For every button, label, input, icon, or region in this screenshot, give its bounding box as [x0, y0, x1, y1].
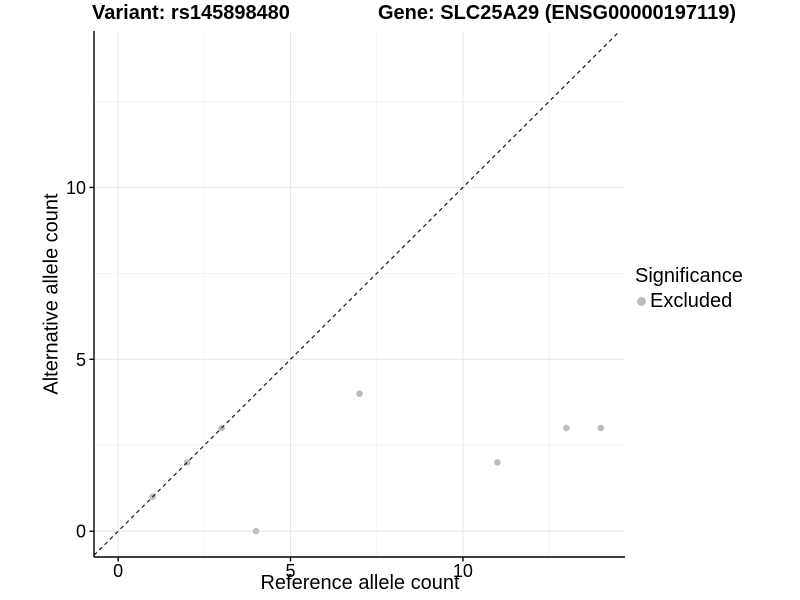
legend-title: Significance [635, 265, 743, 287]
x-axis-title: Reference allele count [260, 572, 460, 594]
y-tick-label: 5 [76, 350, 86, 370]
legend-item-label: Excluded [650, 290, 733, 312]
data-point [494, 459, 501, 466]
x-tick-label: 0 [113, 561, 123, 581]
plot-title-gene: Gene: SLC25A29 (ENSG00000197119) [378, 2, 736, 24]
legend-item: Excluded [635, 290, 743, 312]
legend-key-dot [637, 296, 646, 306]
legend: Significance Excluded [635, 264, 743, 312]
y-tick-label: 10 [66, 178, 86, 198]
plot-title-variant: Variant: rs145898480 [92, 2, 290, 24]
y-axis-title: Alternative allele count [40, 193, 63, 395]
legend-items: Excluded [635, 290, 743, 312]
data-point [252, 527, 260, 535]
data-point [563, 424, 570, 432]
x-tick-label: 5 [286, 561, 296, 581]
data-point [597, 424, 605, 432]
identity-line [93, 30, 621, 556]
y-tick-label: 0 [76, 522, 86, 542]
x-tick-label: 10 [453, 561, 473, 581]
data-point [356, 390, 363, 397]
